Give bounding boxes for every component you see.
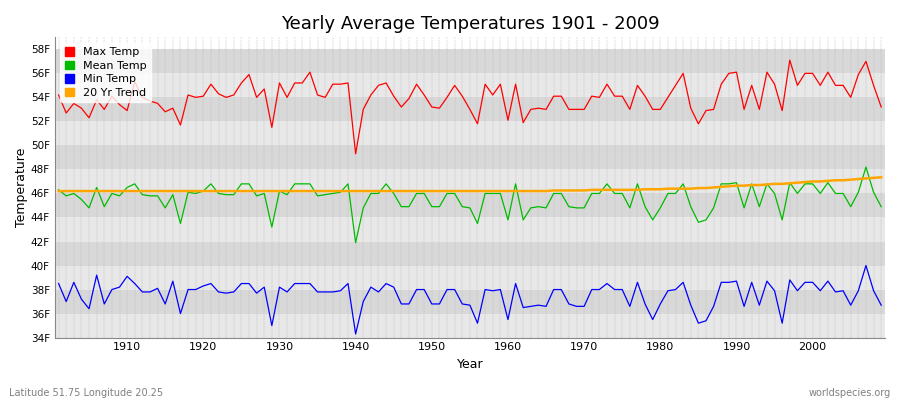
Legend: Max Temp, Mean Temp, Min Temp, 20 Yr Trend: Max Temp, Mean Temp, Min Temp, 20 Yr Tre… [60,43,150,102]
Bar [55,146,885,170]
Bar [55,218,885,242]
Text: Latitude 51.75 Longitude 20.25: Latitude 51.75 Longitude 20.25 [9,388,163,398]
Bar [55,242,885,266]
Text: worldspecies.org: worldspecies.org [809,388,891,398]
Y-axis label: Temperature: Temperature [15,148,28,227]
Bar [55,170,885,194]
Bar [55,73,885,97]
Bar [55,314,885,338]
Bar [55,290,885,314]
Bar [55,97,885,122]
X-axis label: Year: Year [456,358,483,371]
Bar [55,122,885,146]
Bar [55,49,885,73]
Bar [55,194,885,218]
Title: Yearly Average Temperatures 1901 - 2009: Yearly Average Temperatures 1901 - 2009 [281,15,659,33]
Bar [55,266,885,290]
